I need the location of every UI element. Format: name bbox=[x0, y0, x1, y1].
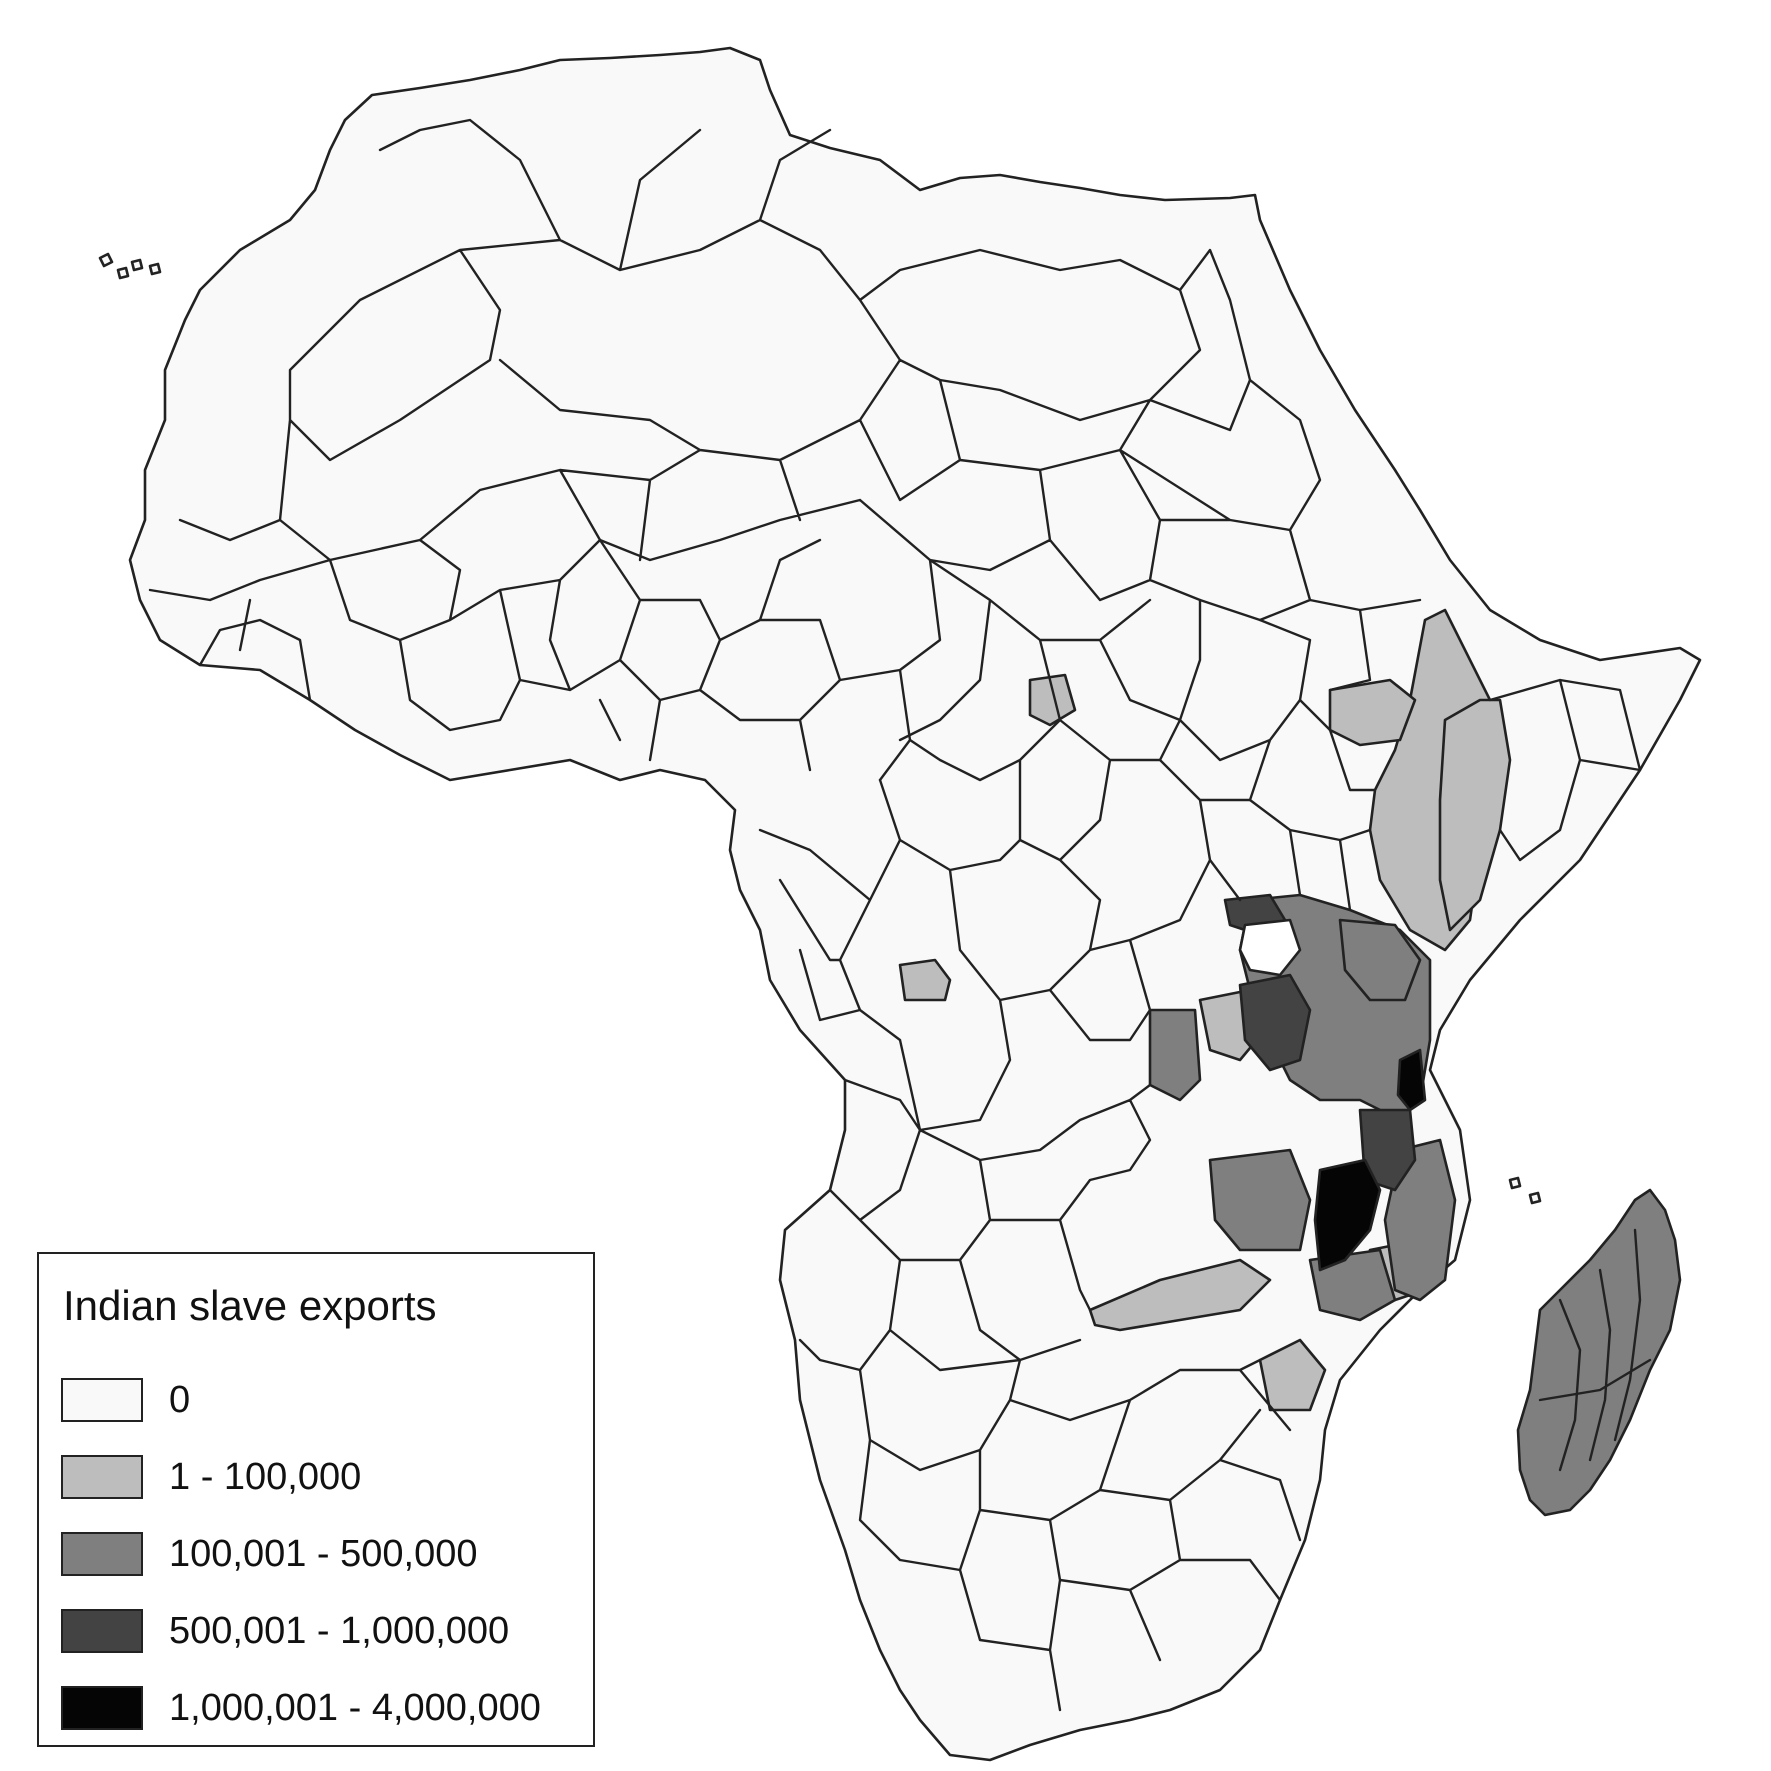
cape-verde-islands bbox=[98, 252, 162, 280]
madagascar-borders bbox=[1538, 1228, 1652, 1472]
legend-swatch-2 bbox=[61, 1532, 143, 1576]
ethnic-borders-west bbox=[148, 518, 942, 782]
africa-continent bbox=[128, 46, 1702, 1762]
legend-label-4: 1,000,001 - 4,000,000 bbox=[169, 1687, 541, 1729]
legend-label-3: 500,001 - 1,000,000 bbox=[169, 1610, 510, 1652]
legend-label-2: 100,001 - 500,000 bbox=[169, 1533, 478, 1575]
region-class-1-zambezi bbox=[1088, 1258, 1272, 1332]
region-class-1-congo bbox=[898, 958, 952, 1002]
ethnic-borders-central bbox=[758, 558, 1312, 1132]
region-class-4-nyasa bbox=[1313, 1158, 1382, 1272]
lake-victoria bbox=[1238, 918, 1302, 977]
legend-title: Indian slave exports bbox=[63, 1282, 437, 1329]
region-class-1-south bbox=[1258, 1338, 1327, 1412]
comoros-islands bbox=[1508, 1176, 1542, 1205]
region-class-2-kenya bbox=[1338, 918, 1422, 1002]
legend-label-0: 0 bbox=[169, 1379, 191, 1421]
region-class-1-sudan bbox=[1028, 673, 1077, 727]
legend-swatch-4 bbox=[61, 1686, 143, 1730]
region-class-4-coast bbox=[1396, 1048, 1427, 1112]
region-class-2-west bbox=[1148, 1008, 1202, 1102]
legend-swatch-1 bbox=[61, 1455, 143, 1499]
madagascar bbox=[1516, 1188, 1682, 1517]
region-class-3-tanganyika bbox=[1238, 973, 1312, 1072]
region-class-1-nw bbox=[1328, 678, 1417, 747]
legend-swatch-0 bbox=[61, 1378, 143, 1422]
ethnic-borders-east bbox=[1248, 598, 1642, 912]
legend-label-1: 1 - 100,000 bbox=[169, 1456, 362, 1498]
region-class-2-mozsouth bbox=[1308, 1248, 1397, 1322]
ethnic-borders-south bbox=[798, 1078, 1302, 1712]
ethnic-borders-north bbox=[278, 118, 1322, 622]
legend: Indian slave exports 0 1 - 100,000 100,0… bbox=[37, 1252, 595, 1747]
legend-swatch-3 bbox=[61, 1609, 143, 1653]
region-class-2-south-lakes bbox=[1208, 1148, 1312, 1252]
